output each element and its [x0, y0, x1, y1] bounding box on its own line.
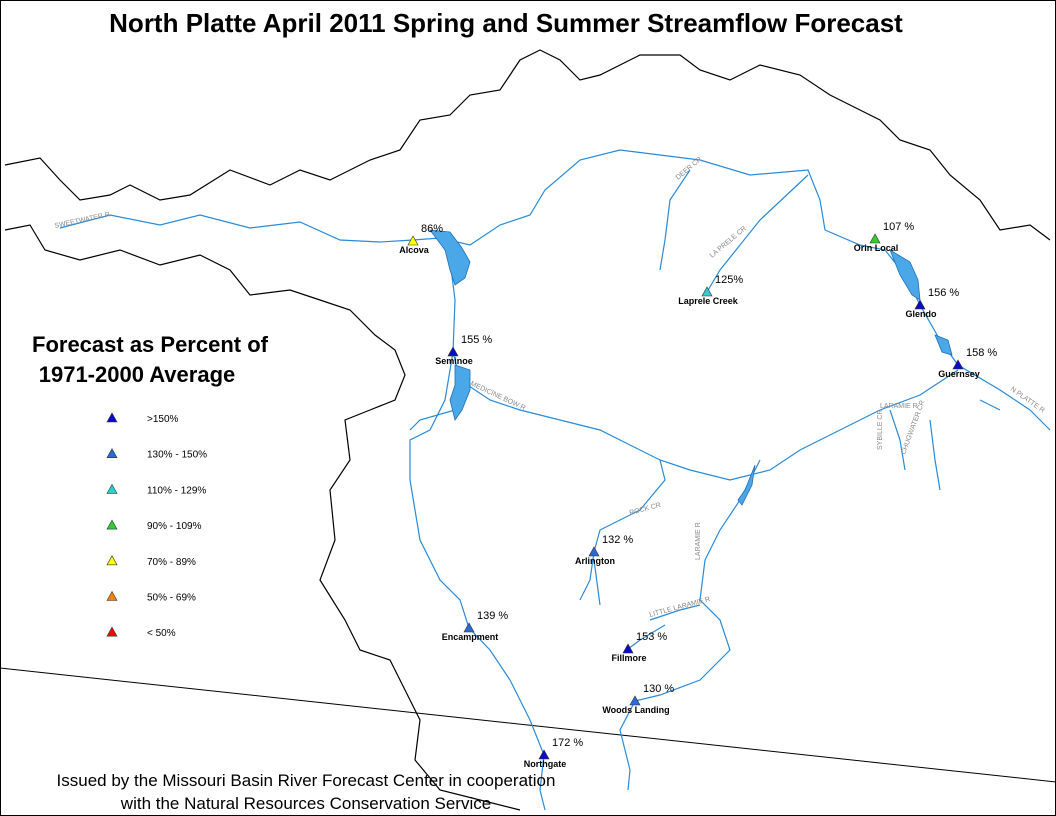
legend-marker [106, 519, 118, 530]
legend-marker [106, 626, 118, 637]
footer: with the Natural Resources Conservation … [120, 794, 491, 813]
station-marker [588, 546, 600, 557]
legend-label: >150% [147, 414, 179, 425]
legend-title: Forecast as Percent of [32, 332, 269, 357]
station-forecast: 158 % [966, 347, 997, 359]
stations: Alcova 86% Orin Local 107 % Laprele Creek 125… [399, 221, 997, 769]
river-label: LARAMIE R [880, 403, 918, 410]
station-name: Alcova [399, 245, 430, 255]
station-forecast: 130 % [643, 683, 674, 695]
station-marker [447, 346, 459, 357]
state-line [0, 667, 1056, 783]
station-name: Glendo [906, 309, 938, 319]
river-label: LARAMIE R [695, 522, 702, 560]
station-marker [538, 749, 550, 760]
legend-marker [106, 590, 118, 601]
station-name: Woods Landing [602, 705, 669, 715]
station-marker [869, 233, 881, 244]
station-marker [629, 695, 641, 706]
station-marker [622, 643, 634, 654]
legend-label: 50% - 69% [147, 593, 196, 604]
legend-label: < 50% [147, 628, 176, 639]
station-marker [914, 299, 926, 310]
legend-marker [106, 412, 118, 423]
legend: >150% 130% - 150% 110% - 129% 90% - 109% 70%… [106, 412, 207, 639]
footer: Issued by the Missouri Basin River Forec… [57, 771, 556, 790]
station-name: Laprele Creek [678, 296, 739, 306]
legend-label: 130% - 150% [147, 450, 207, 461]
station-name: Arlington [575, 556, 615, 566]
legend-title: 1971-2000 Average [39, 362, 236, 387]
title: North Platte April 2011 Spring and Summe… [109, 8, 903, 38]
station-name: Orin Local [854, 243, 899, 253]
legend-label: 90% - 109% [147, 521, 202, 532]
rivers [59, 149, 1051, 811]
station-name: Fillmore [611, 653, 646, 663]
basin-boundary [4, 49, 1051, 811]
legend-marker [106, 555, 118, 566]
station-forecast: 172 % [552, 737, 583, 749]
station-marker [463, 622, 475, 633]
station-marker [952, 359, 964, 370]
station-forecast: 86% [421, 223, 443, 235]
station-marker [407, 235, 419, 246]
legend-label: 70% - 89% [147, 557, 196, 568]
station-name: Encampment [442, 632, 499, 642]
station-name: Northgate [524, 759, 567, 769]
station-forecast: 153 % [636, 631, 667, 643]
legend-marker [106, 448, 118, 459]
station-forecast: 107 % [883, 221, 914, 233]
legend-label: 110% - 129% [147, 485, 206, 496]
station-name: Guernsey [938, 369, 980, 379]
reservoirs [429, 229, 953, 506]
station-forecast: 156 % [928, 287, 959, 299]
station-forecast: 155 % [461, 334, 492, 346]
legend-marker [106, 483, 118, 494]
station-forecast: 125% [715, 274, 743, 286]
station-name: Seminoe [435, 356, 473, 366]
station-forecast: 132 % [602, 534, 633, 546]
river-label: SYBILLE CR [877, 410, 884, 450]
station-forecast: 139 % [477, 610, 508, 622]
station-marker [701, 286, 713, 297]
